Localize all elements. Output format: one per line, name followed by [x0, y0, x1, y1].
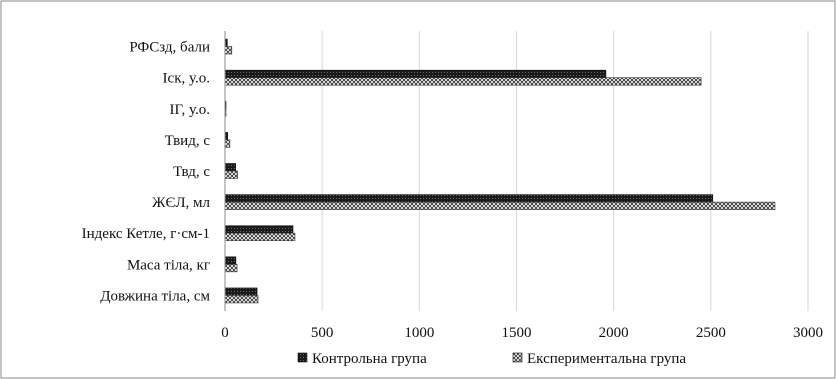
bar-s0-c1	[224, 69, 607, 78]
category-label: ІГ, у.о.	[170, 102, 210, 118]
bar-s0-c8	[224, 287, 258, 296]
x-tick-label: 0	[221, 325, 229, 341]
x-tick-label: 500	[311, 325, 334, 341]
category-label: ЖЄЛ, мл	[152, 195, 211, 211]
bar-s0-c4	[224, 163, 236, 172]
category-label: Довжина тіла, см	[100, 288, 210, 304]
x-tick-label: 2500	[696, 325, 726, 341]
bar-s1-c8	[224, 295, 259, 304]
legend-label-0: Контрольна група	[312, 351, 427, 367]
bar-s1-c4	[224, 170, 238, 179]
bar-s1-c6	[224, 232, 296, 242]
category-label: Твид, с	[165, 133, 211, 149]
bar-s1-c0	[224, 46, 233, 55]
x-tick-label: 1000	[404, 325, 434, 341]
legend-label-1: Експериментальна група	[527, 351, 686, 367]
bar-s0-c5	[224, 194, 714, 203]
x-tick-label: 1500	[502, 325, 532, 341]
bar-s0-c6	[224, 225, 294, 234]
legend-swatch-1	[512, 352, 523, 363]
x-tick-label: 2000	[599, 325, 629, 341]
x-tick-label: 3000	[793, 325, 823, 341]
category-label: Індекс Кетле, г·см-1	[82, 226, 210, 242]
bar-s1-c7	[224, 264, 238, 273]
legend: Контрольна група Експериментальна група	[297, 351, 686, 367]
bar-s1-c1	[224, 77, 702, 86]
legend-swatch-0	[297, 352, 308, 363]
bar-s1-c5	[224, 201, 776, 210]
x-tick-labels: 0 500 1000 1500 2000 2500 3000	[221, 325, 823, 341]
category-labels: РФСзд, бали Іск, у.о. ІГ, у.о. Твид, с Твд, …	[82, 40, 211, 305]
category-label: Маса тіла, кг	[127, 257, 210, 273]
bar-s0-c7	[224, 256, 237, 265]
category-label: Твд, с	[173, 164, 210, 180]
bar-s1-c3	[224, 139, 231, 148]
category-label: Іск, у.о.	[163, 71, 210, 87]
category-label: РФСзд, бали	[129, 40, 210, 56]
